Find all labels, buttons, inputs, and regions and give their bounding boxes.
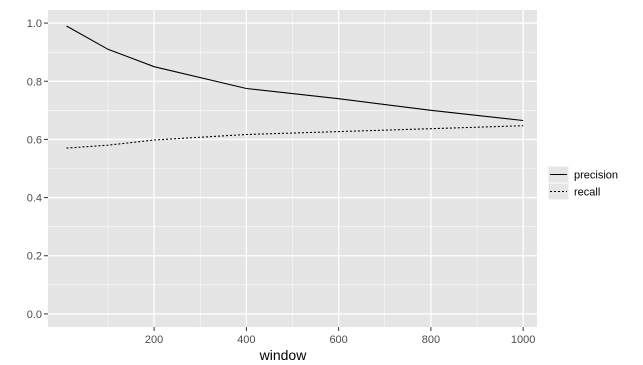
x-tick-label-0: 200 xyxy=(145,334,163,346)
x-tick-label-1: 400 xyxy=(237,334,255,346)
x-axis-title: window xyxy=(259,347,308,363)
legend-label-precision: precision xyxy=(574,170,618,182)
y-tick-label-1: 0.2 xyxy=(27,251,42,263)
x-axis: 200 400 600 800 1000 xyxy=(145,327,535,346)
major-gridlines xyxy=(48,10,537,327)
y-tick-label-0: 0.0 xyxy=(27,309,42,321)
series-line-precision xyxy=(66,25,524,122)
x-tick-label-2: 600 xyxy=(329,334,347,346)
y-tick-label-5: 1.0 xyxy=(27,18,42,30)
y-axis: 0.0 0.2 0.4 0.6 0.8 1.0 xyxy=(27,18,48,321)
x-tick-label-4: 1000 xyxy=(511,334,535,346)
legend-label-recall: recall xyxy=(574,187,600,199)
series-layer xyxy=(66,25,524,149)
y-tick-label-4: 0.8 xyxy=(27,76,42,88)
x-tick-label-3: 800 xyxy=(422,334,440,346)
legend: precision recall xyxy=(547,165,618,201)
y-tick-label-3: 0.6 xyxy=(27,134,42,146)
series-line-recall xyxy=(66,125,524,149)
minor-gridlines xyxy=(48,10,537,327)
y-tick-label-2: 0.4 xyxy=(27,193,42,205)
